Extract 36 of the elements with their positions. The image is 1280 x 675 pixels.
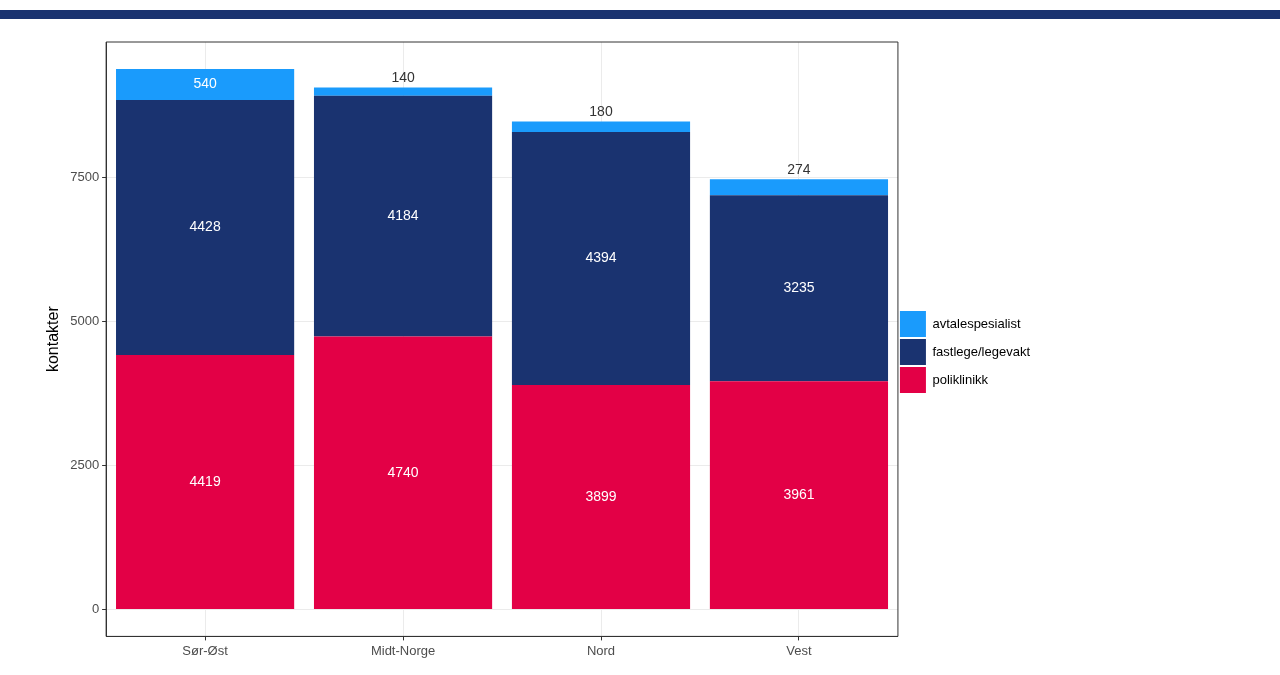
- bar: [313, 95, 493, 337]
- bar: [313, 336, 493, 609]
- data-label: 4740: [387, 463, 419, 480]
- data-label: 3899: [585, 487, 617, 504]
- bar: [511, 121, 691, 132]
- y-tick-label: 0: [91, 600, 100, 616]
- bar: [116, 69, 295, 101]
- data-label: 3961: [783, 485, 815, 502]
- bar: [709, 195, 889, 382]
- legend-label: fastlege/legevakt: [932, 343, 1031, 359]
- bar: [709, 179, 889, 196]
- bar: [511, 384, 691, 609]
- legend-label: avtalespesialist: [932, 315, 1021, 331]
- bar: [116, 100, 295, 355]
- data-label: 4419: [189, 472, 221, 489]
- x-tick-label: Midt-Norge: [370, 642, 436, 658]
- y-tick-label: 7500: [70, 169, 100, 185]
- y-tick-label: 2500: [70, 457, 100, 473]
- bar: [116, 355, 295, 609]
- data-label: 3235: [783, 279, 815, 296]
- y-tick-label: 5000: [70, 313, 100, 329]
- legend-label: poliklinikk: [932, 371, 989, 387]
- bar: [313, 87, 493, 96]
- data-label: 140: [391, 69, 415, 86]
- bar: [709, 381, 889, 609]
- data-label: 180: [589, 103, 613, 120]
- x-tick-label: Nord: [586, 642, 616, 658]
- data-label: 4184: [387, 206, 419, 223]
- x-tick-label: Vest: [786, 642, 812, 658]
- data-label: 4394: [585, 249, 617, 266]
- x-tick-label: Sør-Øst: [182, 642, 229, 658]
- y-axis-title: kontakter: [44, 305, 62, 373]
- data-label: 274: [787, 161, 811, 178]
- bar: [511, 131, 691, 385]
- data-label: 4428: [189, 218, 221, 235]
- data-label: 540: [193, 75, 217, 92]
